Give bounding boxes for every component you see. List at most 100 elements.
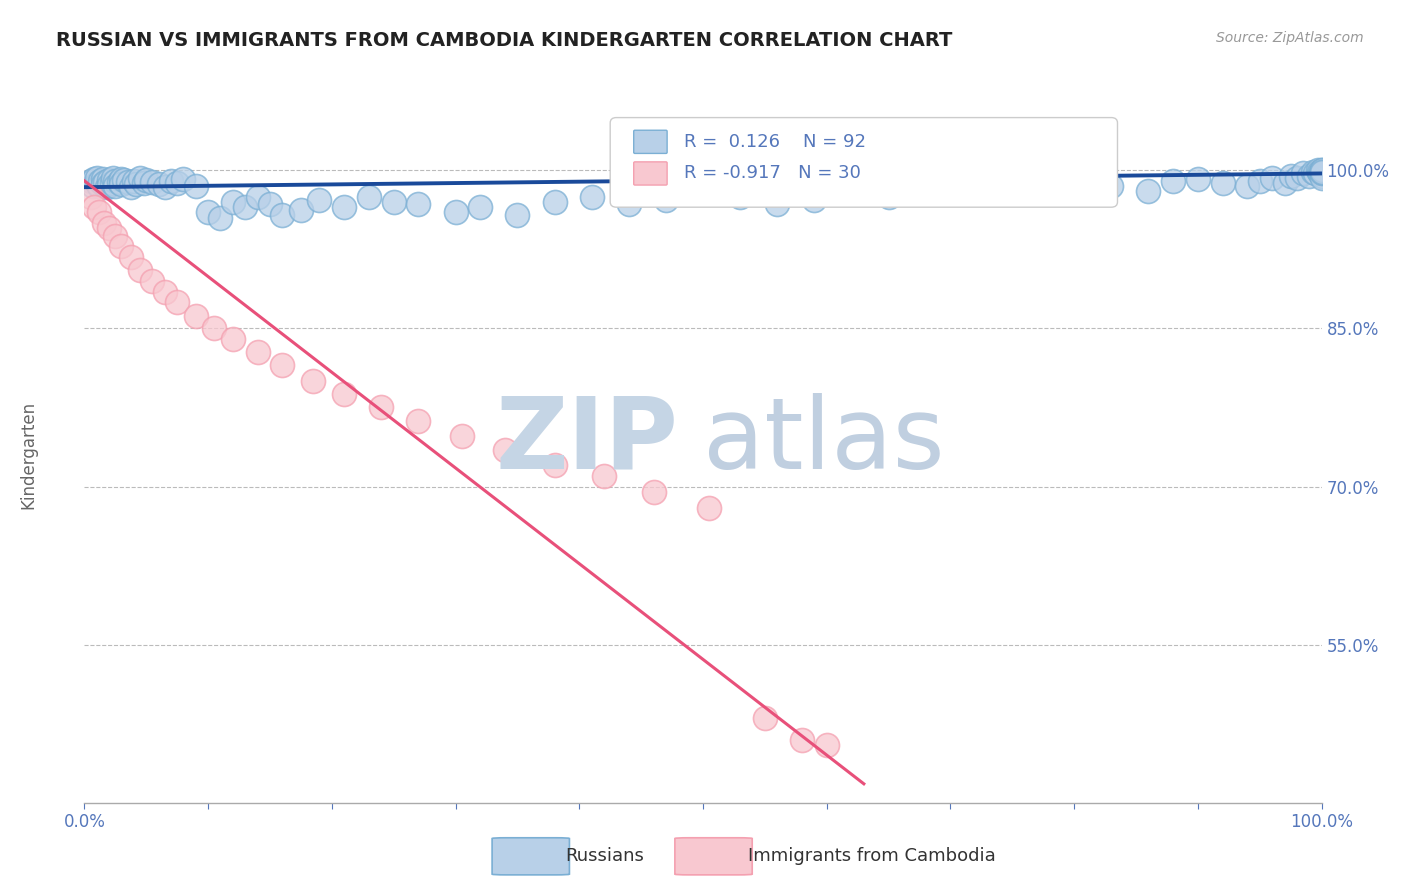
Point	[153, 180, 176, 194]
Point	[1298, 169, 1320, 183]
Point	[1161, 174, 1184, 188]
Point	[86, 170, 108, 185]
Point	[98, 173, 121, 187]
Point	[101, 170, 124, 185]
Point	[450, 429, 472, 443]
Point	[841, 186, 863, 201]
Text: ZIP: ZIP	[495, 392, 678, 490]
Point	[333, 200, 356, 214]
Point	[209, 211, 232, 225]
Point	[643, 484, 665, 499]
Point	[172, 171, 194, 186]
Point	[129, 170, 152, 185]
Point	[184, 309, 207, 323]
Point	[222, 194, 245, 209]
Point	[79, 174, 101, 188]
Point	[132, 176, 155, 190]
Point	[1310, 170, 1333, 185]
Point	[110, 171, 132, 186]
Point	[1137, 185, 1160, 199]
Point	[202, 321, 225, 335]
Point	[98, 221, 121, 235]
Point	[1099, 179, 1122, 194]
Point	[617, 197, 640, 211]
Point	[86, 176, 108, 190]
Point	[952, 179, 974, 194]
Point	[1249, 174, 1271, 188]
Point	[166, 176, 188, 190]
Point	[94, 175, 117, 189]
Point	[271, 208, 294, 222]
Point	[117, 175, 139, 189]
Text: RUSSIAN VS IMMIGRANTS FROM CAMBODIA KINDERGARTEN CORRELATION CHART: RUSSIAN VS IMMIGRANTS FROM CAMBODIA KIND…	[56, 31, 953, 50]
Point	[914, 185, 936, 199]
Point	[110, 239, 132, 253]
Point	[302, 374, 325, 388]
Point	[1310, 163, 1333, 178]
Point	[166, 295, 188, 310]
Text: Russians: Russians	[565, 847, 644, 865]
Point	[98, 178, 121, 192]
Point	[494, 442, 516, 457]
Point	[1310, 165, 1333, 179]
Point	[135, 173, 157, 187]
Point	[89, 205, 111, 219]
Point	[83, 200, 105, 214]
Point	[91, 177, 114, 191]
Point	[153, 285, 176, 299]
Point	[333, 386, 356, 401]
Point	[754, 711, 776, 725]
Point	[91, 171, 114, 186]
FancyBboxPatch shape	[610, 118, 1118, 207]
Point	[1310, 165, 1333, 179]
Point	[141, 274, 163, 288]
Point	[93, 216, 115, 230]
Point	[104, 174, 127, 188]
Point	[877, 189, 900, 203]
Point	[543, 458, 565, 473]
Point	[357, 189, 380, 203]
Point	[259, 197, 281, 211]
Point	[1292, 166, 1315, 180]
Point	[1274, 176, 1296, 190]
Point	[96, 180, 118, 194]
Point	[222, 332, 245, 346]
Point	[89, 174, 111, 188]
Point	[108, 175, 131, 189]
Point	[444, 205, 467, 219]
Point	[82, 179, 104, 194]
Text: R =  0.126    N = 92: R = 0.126 N = 92	[685, 133, 866, 151]
Point	[1063, 176, 1085, 190]
FancyBboxPatch shape	[492, 838, 569, 875]
Text: R = -0.917   N = 30: R = -0.917 N = 30	[685, 164, 862, 183]
Point	[83, 171, 105, 186]
Point	[1187, 171, 1209, 186]
Point	[246, 189, 269, 203]
Point	[728, 189, 751, 203]
Point	[1306, 163, 1329, 178]
Point	[1261, 170, 1284, 185]
Text: Source: ZipAtlas.com: Source: ZipAtlas.com	[1216, 31, 1364, 45]
Point	[100, 176, 122, 190]
Point	[815, 738, 838, 752]
Text: Kindergarten: Kindergarten	[20, 401, 38, 509]
Point	[1310, 165, 1333, 179]
Point	[104, 228, 127, 243]
Point	[1309, 166, 1331, 180]
Point	[408, 197, 430, 211]
Point	[382, 194, 405, 209]
Point	[308, 193, 330, 207]
Point	[1279, 169, 1302, 183]
Point	[370, 401, 392, 415]
Point	[1026, 186, 1049, 201]
Point	[1236, 179, 1258, 194]
Point	[125, 177, 148, 191]
Point	[89, 179, 111, 194]
Point	[246, 344, 269, 359]
Point	[104, 179, 127, 194]
Point	[408, 414, 430, 428]
Point	[1285, 170, 1308, 185]
Point	[1308, 165, 1330, 179]
Point	[988, 182, 1011, 196]
Text: atlas: atlas	[703, 392, 945, 490]
